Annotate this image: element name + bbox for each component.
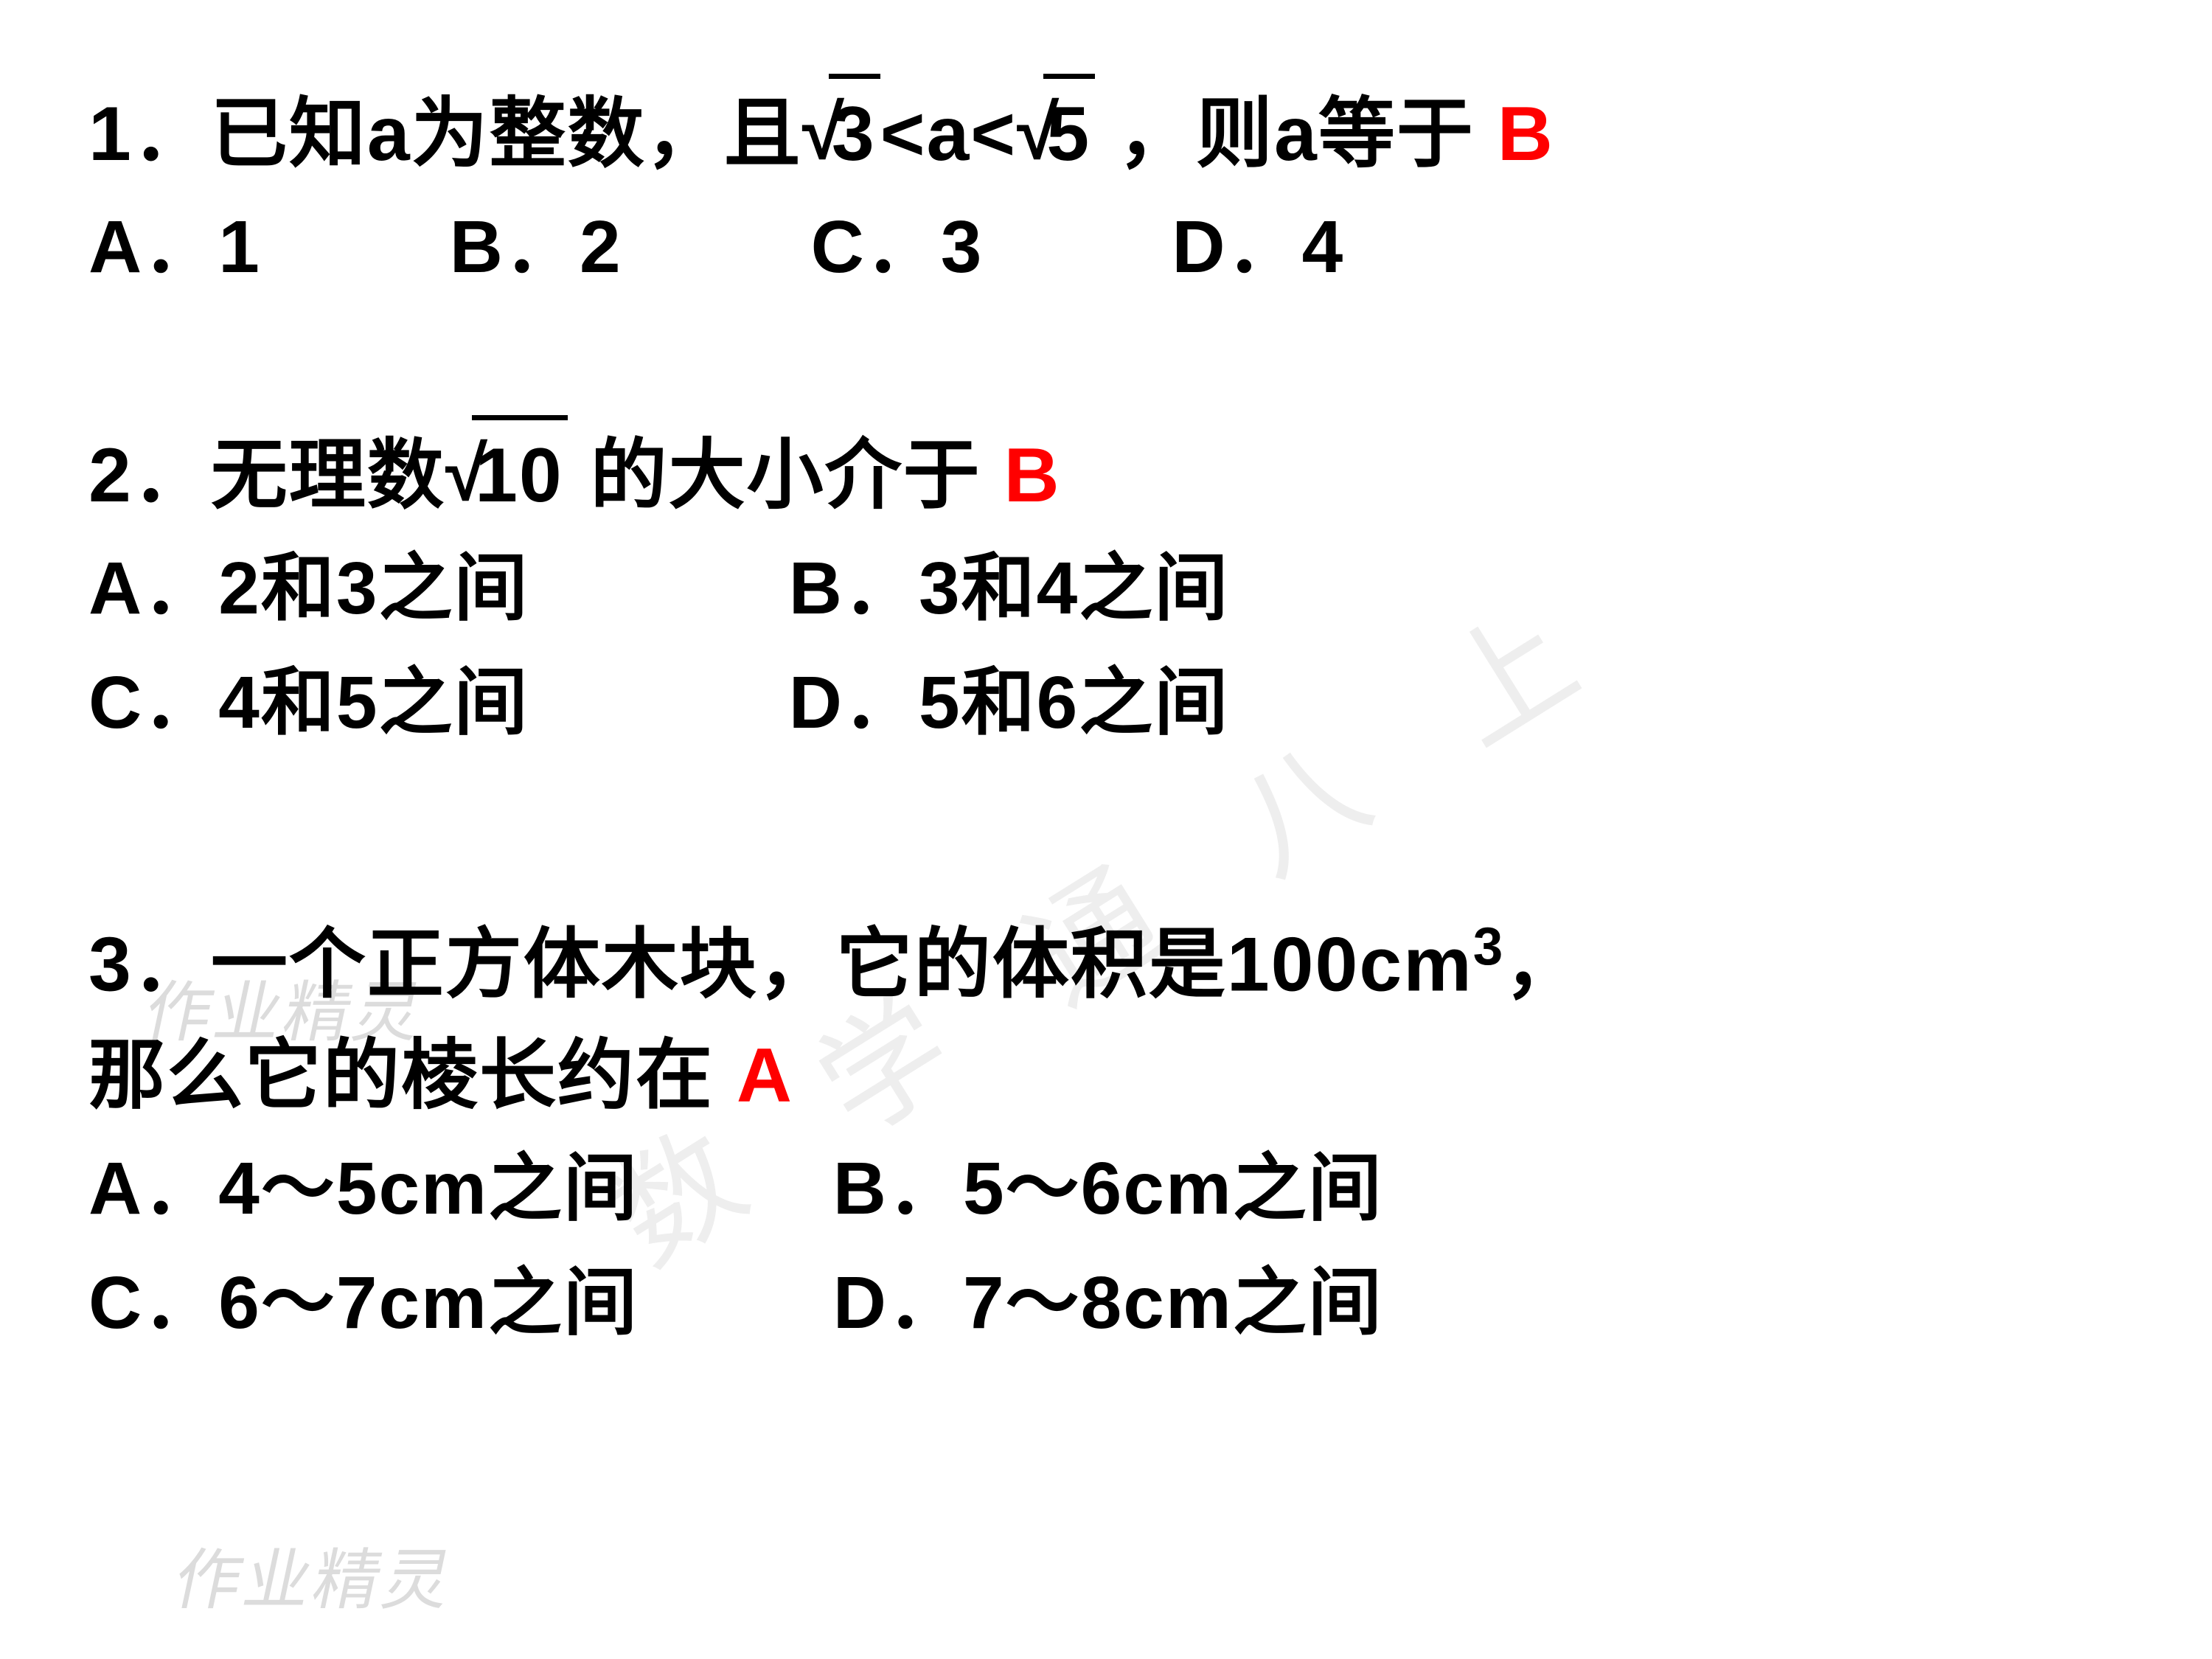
q1-sqrt5-radicand: 5 [1043, 74, 1095, 190]
q1-option-d: D．4 [1172, 190, 1511, 305]
q1-stem: 1．已知a为整数，且 3<a< 5 ，则a等于 B [88, 74, 2124, 190]
q3-line1-pre: 一个正方体木块，它的体积是100cm [211, 922, 1473, 1007]
q1-sqrt3-radicand: 3 [829, 74, 880, 190]
q1-mid: <a< [880, 91, 1017, 177]
q3-number: 3． [88, 922, 211, 1007]
q1-sqrt5: 5 [1017, 74, 1095, 190]
q2-number: 2． [88, 433, 211, 518]
q2-option-c: C．4和5之间 [88, 646, 767, 760]
q3-option-c: C．6～7cm之间 [88, 1246, 811, 1360]
q3-line2-text: 那么它的棱长约在 [88, 1033, 737, 1119]
q3-option-a: A．4～5cm之间 [88, 1132, 811, 1246]
q2-stem-pre: 无理数 [211, 433, 445, 518]
spacer-1 [88, 305, 2124, 415]
watermark-small-2: 作业精灵 [167, 1526, 465, 1622]
q2-stem: 2．无理数 10 的大小介于 B [88, 415, 2124, 532]
q2-options-row1: A．2和3之间 B．3和4之间 [88, 532, 2124, 646]
q2-option-d: D．5和6之间 [789, 646, 1467, 760]
q1-stem-post: ，则a等于 [1095, 91, 1498, 177]
q3-options-row1: A．4～5cm之间 B．5～6cm之间 [88, 1132, 2124, 1246]
q3-stem-line1: 3．一个正方体木块，它的体积是100cm3， [88, 908, 2124, 1020]
page-content: 1．已知a为整数，且3<a<5 ，则a等于 B A．1 B．2 C．3 D．4 … [88, 74, 2124, 1360]
q1-stem-pre: 已知a为整数，且 [211, 91, 802, 177]
q3-stem-line2: 那么它的棱长约在 A [88, 1020, 2124, 1132]
q1-option-b: B．2 [450, 190, 789, 305]
q1-option-c: C．3 [811, 190, 1150, 305]
q3-line1-post: ， [1504, 922, 1582, 1007]
q2-option-b: B．3和4之间 [789, 532, 1467, 646]
q3-sup3: 3 [1473, 917, 1505, 976]
q3-option-b: B．5～6cm之间 [833, 1132, 1556, 1246]
q1-options: A．1 B．2 C．3 D．4 [88, 190, 2124, 305]
q2-options-row2: C．4和5之间 D．5和6之间 [88, 646, 2124, 760]
spacer-2 [88, 760, 2124, 908]
q2-sqrt10: 10 [445, 415, 568, 532]
q3-options-row2: C．6～7cm之间 D．7～8cm之间 [88, 1246, 2124, 1360]
q2-stem-post: 的大小介于 [568, 433, 1004, 518]
q1-number: 1． [88, 91, 211, 177]
q3-option-d: D．7～8cm之间 [833, 1246, 1556, 1360]
q1-answer: B [1498, 91, 1554, 177]
q2-answer: B [1004, 433, 1061, 518]
q1-sqrt3: 3 [802, 74, 880, 190]
q2-sqrt10-radicand: 10 [472, 415, 568, 532]
q3-answer: A [737, 1033, 793, 1119]
q2-option-a: A．2和3之间 [88, 532, 767, 646]
q1-option-a: A．1 [88, 190, 428, 305]
